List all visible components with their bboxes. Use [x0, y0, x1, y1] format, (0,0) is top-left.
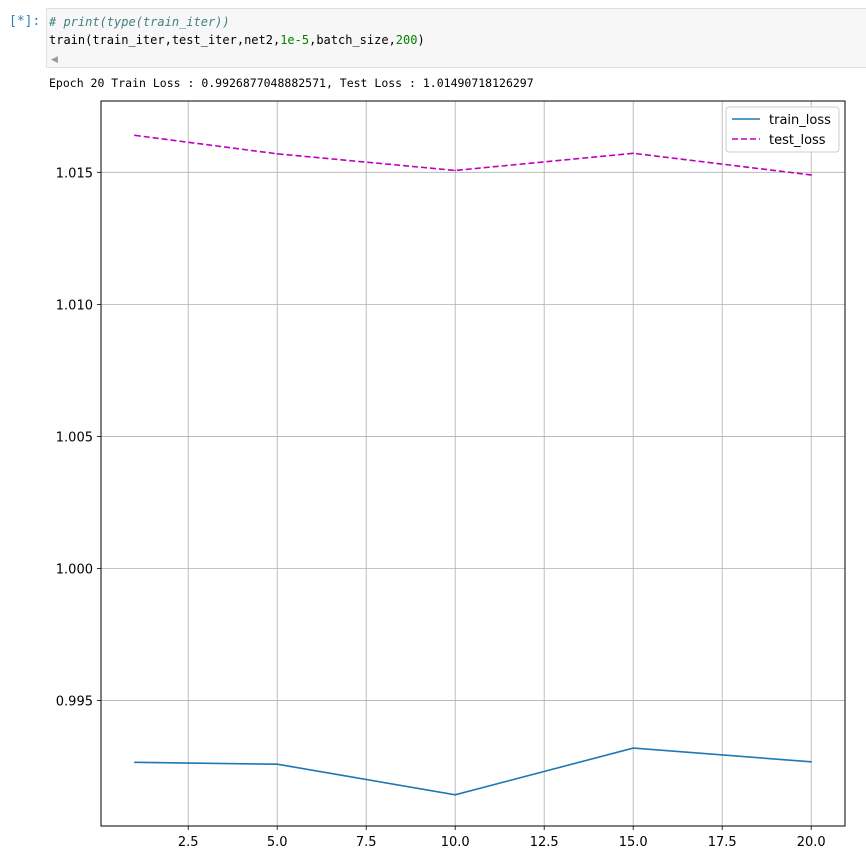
- code-mid: ,batch_size,: [309, 32, 396, 47]
- test_loss-line: [134, 134, 812, 176]
- cell-output-text: Epoch 20 Train Loss : 0.9926877048882571…: [49, 76, 534, 90]
- y-tick-label: 0.995: [56, 695, 93, 710]
- code-epochs: 200: [395, 32, 418, 47]
- y-tick-label: 1.005: [56, 430, 93, 445]
- y-tick-label: 1.000: [56, 562, 93, 577]
- y-tick-label: 1.010: [56, 298, 93, 313]
- test_loss-point: [810, 174, 812, 176]
- plot-frame: [100, 100, 846, 827]
- test_loss-point: [632, 152, 634, 155]
- x-tick-label: 2.5: [178, 835, 199, 850]
- x-tick-label: 7.5: [356, 835, 377, 850]
- code-suffix: ): [417, 32, 425, 47]
- x-tick-label: 20.0: [797, 835, 826, 850]
- train_loss-line: [134, 747, 812, 796]
- x-tick-label: 5.0: [267, 835, 288, 850]
- train_loss-point: [454, 794, 457, 796]
- x-tick-label: 15.0: [619, 835, 648, 850]
- code-cell[interactable]: # print(type(train_iter)) train(train_it…: [46, 8, 866, 68]
- triangle-left-icon[interactable]: ◀: [51, 55, 58, 65]
- code-learning-rate: 1e-5: [280, 32, 310, 47]
- test_loss-legend-label: test_loss: [769, 133, 826, 148]
- test_loss-point: [134, 134, 136, 137]
- test_loss-point: [276, 153, 279, 155]
- x-tick-label: 17.5: [708, 835, 737, 850]
- x-tick-label: 10.0: [441, 835, 470, 850]
- code-editor[interactable]: # print(type(train_iter)) train(train_it…: [49, 14, 425, 49]
- x-tick-label: 12.5: [530, 835, 559, 850]
- cell-prompt: [*]:: [9, 14, 41, 29]
- y-tick-label: 1.015: [56, 166, 93, 181]
- chart-legend: train_loss test_loss: [725, 106, 840, 153]
- horizontal-scrollbar[interactable]: ◀: [47, 54, 865, 68]
- chart-series: [134, 134, 812, 796]
- train_loss-legend-label: train_loss: [769, 113, 831, 128]
- chart-ticks: 2.5 5.0 7.5 10.0 12.5 15.0 17.5 20.0 0.995 1.000 1…: [56, 166, 826, 850]
- train_loss-point: [134, 761, 136, 764]
- test_loss-point: [454, 169, 457, 172]
- train_loss-point: [810, 761, 812, 763]
- code-comment: # print(type(train_iter)): [49, 15, 230, 29]
- code-prefix: train(train_iter,test_iter,net2,: [49, 32, 281, 47]
- train_loss-point: [276, 763, 279, 765]
- code-call: train(train_iter,test_iter,net2,1e-5,bat…: [49, 33, 425, 47]
- chart-grid: [101, 101, 845, 826]
- train_loss-point: [632, 747, 634, 749]
